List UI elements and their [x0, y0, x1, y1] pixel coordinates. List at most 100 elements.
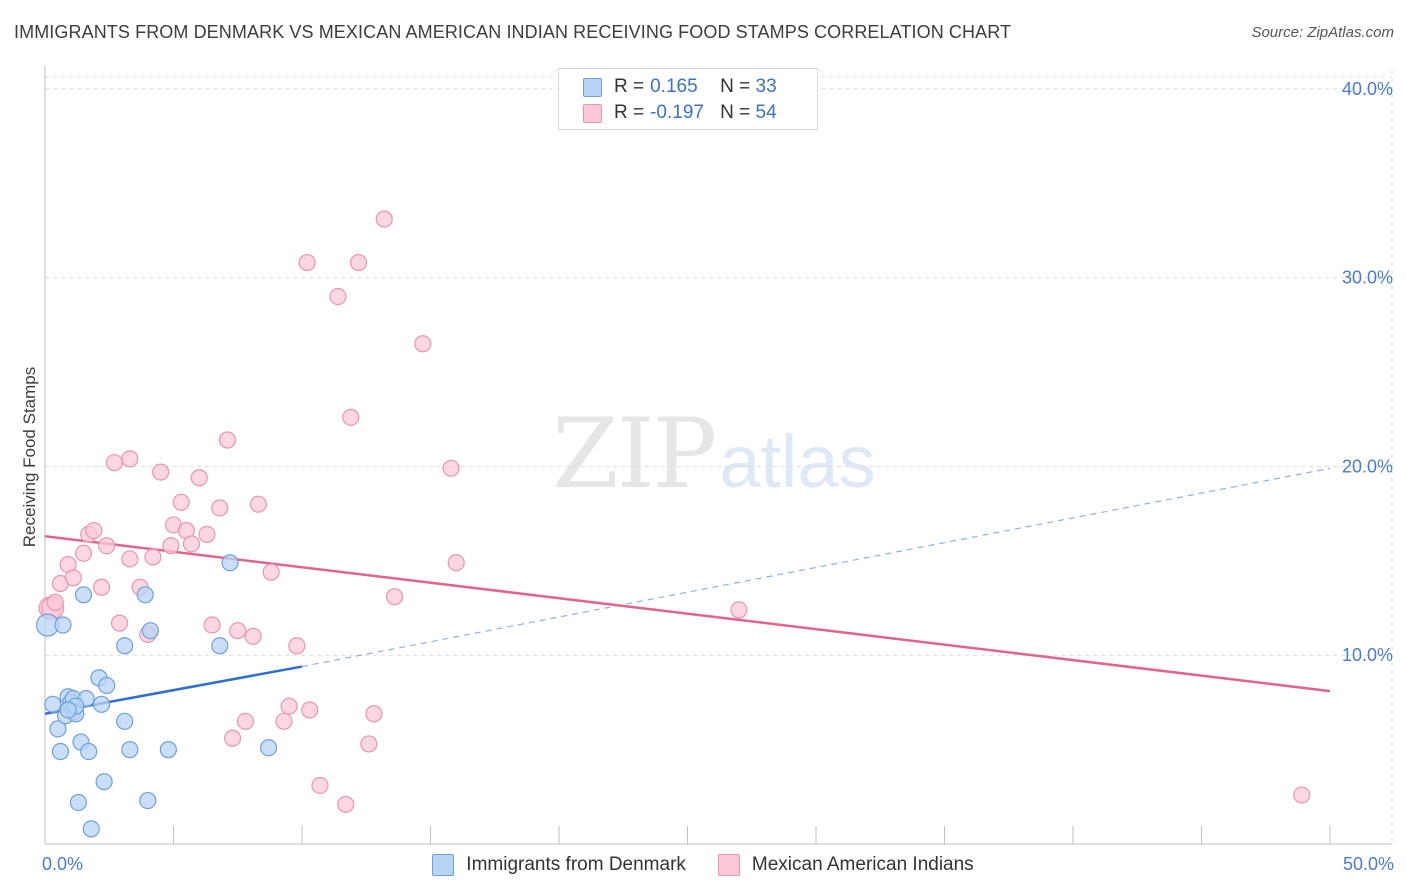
- point-mexican-american-indians: [301, 701, 319, 719]
- point-denmark: [139, 791, 157, 810]
- point-mexican-american-indians: [262, 563, 280, 581]
- point-mexican-american-indians: [218, 431, 237, 449]
- point-denmark: [69, 793, 88, 812]
- legend-item-mexican-american-indians[interactable]: Mexican American Indians: [717, 854, 974, 876]
- chart-title: IMMIGRANTS FROM DENMARK VS MEXICAN AMERI…: [14, 22, 1012, 42]
- point-denmark: [95, 773, 113, 791]
- point-mexican-american-indians: [105, 454, 123, 472]
- point-mexican-american-indians: [414, 335, 432, 353]
- point-mexican-american-indians: [198, 525, 216, 544]
- point-mexican-american-indians: [121, 550, 139, 568]
- legend-r-label: R =: [614, 76, 645, 97]
- point-mexican-american-indians: [385, 588, 404, 606]
- label-layer: 10.0% 20.0% 30.0% 40.0% 0.0% 50.0% Receiving F…: [20, 79, 1394, 874]
- y-axis-label: Receiving Food Stamps: [20, 367, 39, 547]
- point-denmark: [221, 554, 239, 572]
- legend-n-value: 33: [755, 76, 777, 97]
- legend-row-denmark: R = 0.165 N = 33: [583, 75, 777, 99]
- point-mexican-american-indians: [182, 535, 201, 553]
- point-mexican-american-indians: [203, 616, 221, 634]
- legend-swatch-mexican-american-indians: [583, 103, 602, 123]
- point-mexican-american-indians: [98, 537, 116, 555]
- point-mexican-american-indians: [342, 408, 360, 426]
- point-mexican-american-indians: [224, 729, 242, 747]
- point-denmark: [259, 739, 278, 757]
- series-legend: Immigrants from Denmark Mexican American…: [0, 852, 1406, 878]
- point-mexican-american-indians: [162, 537, 180, 555]
- axis-layer: [44, 66, 1392, 845]
- point-mexican-american-indians: [152, 463, 170, 481]
- point-mexican-american-indians: [730, 601, 748, 619]
- point-mexican-american-indians: [360, 735, 378, 753]
- point-denmark: [44, 695, 62, 713]
- point-mexican-american-indians: [311, 776, 329, 795]
- point-mexican-american-indians: [375, 210, 393, 228]
- point-mexican-american-indians: [64, 569, 82, 587]
- point-denmark: [136, 586, 154, 604]
- point-mexican-american-indians: [244, 627, 262, 645]
- point-mexican-american-indians: [121, 450, 139, 468]
- point-mexican-american-indians: [110, 614, 129, 632]
- point-denmark: [54, 616, 72, 634]
- point-mexican-american-indians: [298, 253, 316, 272]
- point-mexican-american-indians: [365, 705, 383, 723]
- point-mexican-american-indians: [275, 712, 293, 730]
- source-label: Source: ZipAtlas.com: [1251, 24, 1394, 41]
- legend-r-value: 0.165: [650, 76, 698, 97]
- legend-swatch-denmark: [432, 854, 455, 876]
- trend-line-mexican-american-indians: [44, 535, 1331, 693]
- legend-r-label: R =: [614, 102, 645, 123]
- point-denmark: [121, 741, 139, 759]
- point-mexican-american-indians: [229, 622, 247, 640]
- point-mexican-american-indians: [288, 637, 306, 655]
- legend-n-label: N =: [720, 76, 751, 97]
- point-denmark: [116, 712, 134, 730]
- legend-n-value: 54: [755, 102, 777, 123]
- legend-swatch-mexican-american-indians: [717, 854, 740, 876]
- point-denmark: [98, 676, 116, 695]
- point-mexican-american-indians: [447, 554, 465, 572]
- legend-item-denmark[interactable]: Immigrants from Denmark: [432, 854, 686, 876]
- point-denmark: [141, 622, 159, 640]
- point-denmark: [80, 742, 98, 761]
- x-tick-label: 50.0%: [1343, 854, 1394, 874]
- legend-row-mexican-american-indians: R = -0.197 N = 54: [583, 101, 777, 125]
- y-tick-label: 20.0%: [1342, 456, 1393, 476]
- point-mexican-american-indians: [349, 253, 368, 272]
- point-mexican-american-indians: [337, 795, 355, 813]
- point-mexican-american-indians: [172, 493, 190, 511]
- point-denmark: [92, 695, 111, 713]
- y-tick-label: 40.0%: [1342, 79, 1393, 99]
- point-mexican-american-indians: [249, 495, 267, 513]
- y-tick-label: 10.0%: [1342, 645, 1393, 665]
- legend-label-denmark: Immigrants from Denmark: [466, 854, 686, 875]
- point-mexican-american-indians: [190, 469, 208, 487]
- y-tick-label: 30.0%: [1342, 268, 1393, 288]
- point-denmark: [49, 720, 67, 738]
- point-denmark: [116, 637, 134, 655]
- point-mexican-american-indians: [1293, 786, 1311, 804]
- point-mexican-american-indians: [329, 287, 347, 306]
- x-tick-label: 0.0%: [42, 854, 83, 874]
- point-mexican-american-indians: [144, 548, 162, 566]
- point-denmark: [159, 741, 177, 759]
- correlation-legend: R = 0.165 N = 33 R = -0.197 N = 54: [558, 68, 818, 130]
- trend-line-denmark-extension: [301, 467, 1331, 668]
- point-mexican-american-indians: [211, 499, 229, 517]
- point-denmark: [82, 820, 100, 838]
- point-denmark: [59, 701, 77, 719]
- legend-swatch-denmark: [583, 77, 602, 97]
- point-denmark: [211, 637, 229, 655]
- point-mexican-american-indians: [85, 522, 103, 540]
- point-mexican-american-indians: [74, 544, 93, 562]
- point-mexican-american-indians: [280, 697, 298, 715]
- point-mexican-american-indians: [236, 712, 255, 730]
- point-denmark: [74, 586, 93, 604]
- legend-label-mexican-american-indians: Mexican American Indians: [751, 854, 974, 875]
- point-denmark: [51, 742, 70, 761]
- point-mexican-american-indians: [92, 578, 111, 596]
- legend-n-label: N =: [720, 102, 751, 123]
- trend-layer: [44, 467, 1331, 715]
- point-mexican-american-indians: [442, 459, 460, 477]
